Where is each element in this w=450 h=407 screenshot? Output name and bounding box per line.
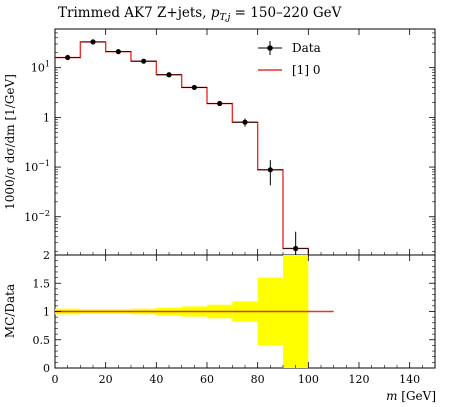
data-point	[141, 58, 147, 64]
x-tick-label: 80	[251, 373, 265, 386]
x-tick-label: 100	[298, 373, 319, 386]
ratio-y-tick-label: 0	[43, 362, 50, 375]
legend-data-label: Data	[292, 41, 321, 55]
data-point	[217, 100, 223, 107]
y-tick-label: 101	[31, 60, 50, 75]
main-plot-frame	[54, 28, 436, 256]
y-tick-label: 10−2	[24, 209, 50, 224]
ratio-y-tick-label: 0.5	[33, 334, 51, 347]
data-point	[242, 119, 248, 125]
x-tick-label: 140	[399, 373, 420, 386]
x-tick-label: 0	[52, 373, 59, 386]
axes-ticks: 0 20 40 60 80 100 120 140 101 1 10−1 10−2 0 0.5 1 1.5 2	[24, 28, 435, 386]
ratio-y-tick-label: 2	[43, 249, 50, 262]
y-tick-label: 10−1	[24, 159, 50, 174]
data-point	[166, 72, 172, 78]
x-tick-label: 120	[349, 373, 370, 386]
data-point	[65, 54, 71, 61]
legend-mc-label: [1] 0	[292, 63, 320, 77]
x-tick-label: 60	[200, 373, 214, 386]
x-tick-label: 20	[99, 373, 113, 386]
ratio-y-tick-label: 1.5	[33, 277, 51, 290]
data-point	[267, 167, 273, 173]
data-point	[115, 49, 121, 55]
y-axis-label-ratio: MC/Data	[3, 284, 17, 338]
ratio-y-tick-label: 1	[43, 306, 50, 319]
data-point	[90, 39, 96, 45]
data-point	[191, 84, 197, 91]
x-tick-label: 40	[149, 373, 163, 386]
x-axis-label: m [GeV]	[386, 389, 436, 403]
y-axis-label-main: 1000/σ dσ/dm [1/GeV]	[3, 74, 17, 210]
legend-data-marker	[267, 45, 273, 51]
data-point	[293, 245, 299, 252]
legend: Data [1] 0	[258, 41, 321, 77]
y-tick-label: 1	[43, 111, 50, 124]
mc-step-line	[55, 41, 310, 255]
mc-histogram	[55, 41, 310, 255]
chart-title: Trimmed AK7 Z+jets, pT,j = 150–220 GeV	[58, 5, 342, 23]
data-points	[55, 39, 309, 255]
